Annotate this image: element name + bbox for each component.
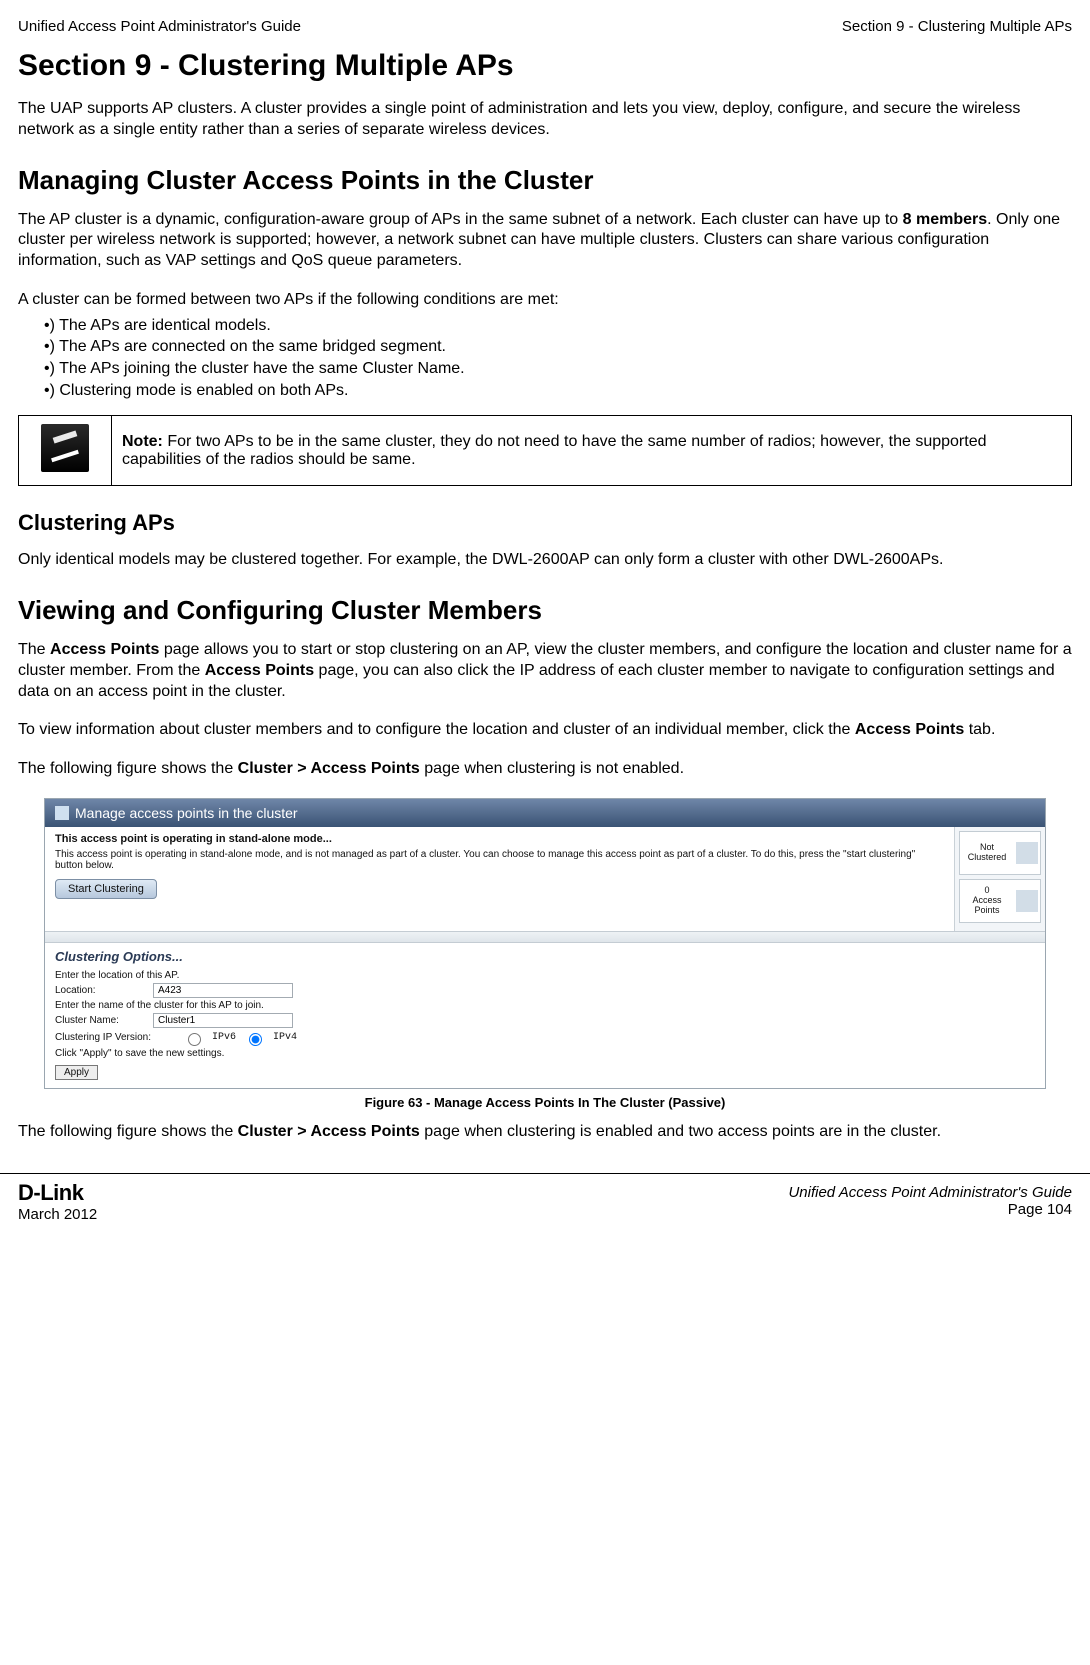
bold-cluster-access-points: Cluster > Access Points [238,1123,420,1140]
page-body: Unified Access Point Administrator's Gui… [0,0,1090,1173]
note-text: For two APs to be in the same cluster, t… [122,433,986,468]
panel-right-status: Not Clustered 0 Access Points [954,827,1045,931]
clustering-options-title: Clustering Options... [45,943,1045,966]
heading-clustering-aps: Clustering APs [18,510,1072,536]
footer-page-number: Page 104 [1008,1201,1072,1218]
panel-separator [45,931,1045,943]
clustername-hint: Enter the name of the cluster for this A… [55,1000,1035,1011]
cluster-status-icon [1016,842,1038,864]
page-footer: D-Link March 2012 Unified Access Point A… [0,1173,1090,1235]
status-text: Not Clustered [962,843,1012,863]
heading-managing: Managing Cluster Access Points in the Cl… [18,165,1072,196]
note-icon-cell [19,416,112,486]
note-icon [41,424,89,472]
start-clustering-button[interactable]: Start Clustering [55,879,157,899]
figure-screenshot: Manage access points in the cluster This… [44,798,1046,1089]
bold-access-points: Access Points [50,641,159,658]
clustering-paragraph: Only identical models may be clustered t… [18,550,1072,571]
note-text-cell: Note: For two APs to be in the same clus… [112,416,1072,486]
panel-left: This access point is operating in stand-… [45,827,954,931]
ipv4-label: IPv4 [273,1032,297,1043]
footer-left: D-Link March 2012 [18,1180,97,1223]
bold-access-points: Access Points [855,721,964,738]
standalone-heading: This access point is operating in stand-… [55,833,944,845]
ipv6-radio[interactable] [188,1033,201,1046]
apply-hint: Click "Apply" to save the new settings. [55,1048,1035,1059]
header-left: Unified Access Point Administrator's Gui… [18,18,301,35]
status-not-clustered: Not Clustered [959,831,1041,875]
location-label: Location: [55,985,145,996]
intro-paragraph: The UAP supports AP clusters. A cluster … [18,99,1072,141]
location-input[interactable] [153,983,293,998]
list-item: The APs joining the cluster have the sam… [44,358,1072,380]
text-run: To view information about cluster member… [18,721,855,738]
panel-title: Manage access points in the cluster [75,805,298,821]
footer-doc-title: Unified Access Point Administrator's Gui… [788,1184,1072,1201]
location-hint: Enter the location of this AP. [55,970,1035,981]
viewing-paragraph-3: The following figure shows the Cluster >… [18,759,1072,780]
panel-title-icon [55,806,69,820]
viewing-paragraph-2: To view information about cluster member… [18,720,1072,741]
ipversion-label: Clustering IP Version: [55,1032,175,1043]
clustername-input[interactable] [153,1013,293,1028]
running-header: Unified Access Point Administrator's Gui… [18,18,1072,35]
note-box: Note: For two APs to be in the same clus… [18,415,1072,486]
footer-date: March 2012 [18,1206,97,1223]
heading-viewing: Viewing and Configuring Cluster Members [18,595,1072,626]
conditions-list: The APs are identical models. The APs ar… [44,315,1072,401]
note-label: Note: [122,433,163,450]
section-title: Section 9 - Clustering Multiple APs [18,49,1072,83]
ipv6-label: IPv6 [212,1032,236,1043]
location-row: Location: [55,983,1035,998]
apply-button[interactable]: Apply [55,1065,98,1080]
text-run: The AP cluster is a dynamic, configurati… [18,211,903,228]
text-run: tab. [964,721,995,738]
dlink-logo: D-Link [18,1180,83,1205]
status-count-label: Access Points [972,895,1001,915]
text-run: The [18,641,50,658]
footer-right: Unified Access Point Administrator's Gui… [788,1184,1072,1218]
panel-titlebar: Manage access points in the cluster [45,799,1045,827]
bold-access-points: Access Points [205,662,314,679]
clustername-label: Cluster Name: [55,1015,145,1026]
text-run: page when clustering is enabled and two … [420,1123,941,1140]
ipversion-row: Clustering IP Version: IPv6 IPv4 [55,1030,1035,1046]
standalone-description: This access point is operating in stand-… [55,849,944,871]
viewing-paragraph-1: The Access Points page allows you to sta… [18,640,1072,702]
list-item: The APs are connected on the same bridge… [44,336,1072,358]
figure-caption: Figure 63 - Manage Access Points In The … [18,1095,1072,1110]
bold-cluster-access-points: Cluster > Access Points [238,760,420,777]
clustering-options: Enter the location of this AP. Location:… [45,966,1045,1088]
status-count: 0 [984,885,989,895]
list-item: The APs are identical models. [44,315,1072,337]
text-run: The following figure shows the [18,760,238,777]
list-item: Clustering mode is enabled on both APs. [44,380,1072,402]
ipv4-radio[interactable] [249,1033,262,1046]
panel-body: This access point is operating in stand-… [45,827,1045,931]
bold-8-members: 8 members [903,211,988,228]
text-run: page when clustering is not enabled. [420,760,684,777]
managing-paragraph-2: A cluster can be formed between two APs … [18,290,1072,311]
text-run: The following figure shows the [18,1123,238,1140]
clustername-row: Cluster Name: [55,1013,1035,1028]
status-count-wrap: 0 Access Points [962,886,1012,916]
header-right: Section 9 - Clustering Multiple APs [842,18,1072,35]
access-points-icon [1016,890,1038,912]
managing-paragraph-1: The AP cluster is a dynamic, configurati… [18,210,1072,272]
last-paragraph: The following figure shows the Cluster >… [18,1122,1072,1143]
status-ap-count: 0 Access Points [959,879,1041,923]
screenshot-panel: Manage access points in the cluster This… [44,798,1046,1089]
